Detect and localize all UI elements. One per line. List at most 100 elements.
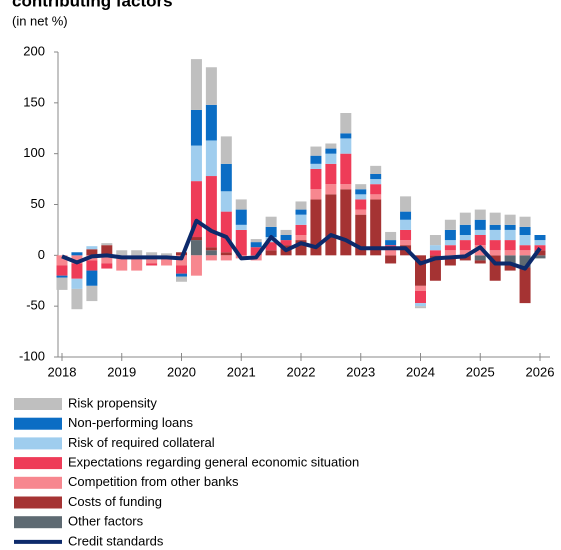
x-tick-label: 2026 xyxy=(526,364,555,379)
bar-segment xyxy=(146,263,158,266)
bar-segment xyxy=(250,247,262,256)
bar-segment xyxy=(265,242,277,251)
bar-segment xyxy=(415,255,426,286)
bar-segment xyxy=(504,229,516,241)
bar-segment xyxy=(519,235,531,246)
bar-segment xyxy=(385,231,397,241)
bar-segment xyxy=(86,285,98,302)
bar-segment xyxy=(310,189,322,200)
legend-swatch xyxy=(14,476,62,489)
bar-segment xyxy=(400,240,412,246)
bar-segment xyxy=(444,245,456,251)
bar-segment xyxy=(310,155,322,164)
x-tick-label: 2022 xyxy=(287,364,316,379)
bar-segment xyxy=(504,224,516,230)
bar-segment xyxy=(190,255,202,276)
bar-segment xyxy=(205,140,217,177)
bar-segment xyxy=(325,184,337,195)
bar-segment xyxy=(519,226,531,235)
bar-segment xyxy=(190,240,202,256)
bar-segment xyxy=(444,255,456,266)
bar-segment xyxy=(190,145,202,182)
bar-segment xyxy=(220,211,232,253)
bar-segment xyxy=(489,224,501,230)
bar-segment xyxy=(519,245,531,251)
bar-segment xyxy=(295,224,307,235)
chart-title: contributing factors xyxy=(12,0,173,10)
bar-segment xyxy=(415,303,426,307)
bar-segment xyxy=(355,214,367,256)
bar-segment xyxy=(295,240,307,256)
legend-label: Costs of funding xyxy=(68,494,162,509)
y-tick-label: 50 xyxy=(31,196,45,211)
y-tick-label: 100 xyxy=(23,145,45,160)
bar-segment xyxy=(101,263,113,269)
bar-segment xyxy=(474,219,486,230)
bar-segment xyxy=(131,255,143,271)
legend-swatch xyxy=(14,457,62,470)
bar-segment xyxy=(190,59,202,110)
bar-segment xyxy=(86,246,98,250)
x-tick-label: 2019 xyxy=(107,364,136,379)
bar-segment xyxy=(400,219,412,230)
bar-segment xyxy=(205,250,217,256)
bar-segment xyxy=(220,163,232,192)
bar-segment xyxy=(474,245,486,256)
bar-segment xyxy=(355,209,367,215)
bar-segment xyxy=(355,189,367,195)
bar-segment xyxy=(250,242,262,248)
bar-segment xyxy=(340,189,352,256)
bar-segment xyxy=(459,212,471,225)
bar-segment xyxy=(415,306,426,309)
y-tick-label: 0 xyxy=(38,247,45,262)
bar-segment xyxy=(101,255,113,264)
bar-segment xyxy=(71,288,83,310)
legend-label: Other factors xyxy=(68,514,144,529)
bar-segment xyxy=(71,252,83,256)
bar-segment xyxy=(370,184,382,195)
bar-segment xyxy=(474,209,486,220)
bar-segment xyxy=(370,174,382,180)
legend-swatch xyxy=(14,496,62,509)
bar-segment xyxy=(370,194,382,200)
bar-segment xyxy=(534,245,546,251)
bar-segment xyxy=(56,277,68,290)
bar-segment xyxy=(220,191,232,212)
bar-segment xyxy=(161,253,173,256)
x-tick-label: 2025 xyxy=(466,364,495,379)
bar-segment xyxy=(474,255,486,261)
bar-segment xyxy=(176,265,187,274)
bar-segment xyxy=(101,245,113,256)
bar-segment xyxy=(459,240,471,251)
bar-segment xyxy=(205,176,217,248)
bar-segment xyxy=(265,216,277,227)
bar-segment xyxy=(325,143,337,149)
bar-segment xyxy=(489,240,501,251)
bar-segment xyxy=(146,252,158,256)
bar-segment xyxy=(519,255,531,268)
bar-segment xyxy=(429,235,441,246)
bar-segment xyxy=(310,168,322,190)
bar-segment xyxy=(86,270,98,286)
bar-segment xyxy=(86,260,98,271)
bar-segment xyxy=(235,209,247,225)
bar-segment xyxy=(459,224,471,235)
bar-segment xyxy=(355,194,367,200)
bar-segment xyxy=(474,235,486,246)
bar-segment xyxy=(325,153,337,164)
bar-segment xyxy=(444,219,456,230)
bar-segment xyxy=(459,250,471,256)
bar-segment xyxy=(71,263,83,279)
legend-label: Risk propensity xyxy=(68,395,157,410)
bar-segment xyxy=(370,199,382,256)
x-tick-label: 2023 xyxy=(346,364,375,379)
y-tick-label: 150 xyxy=(23,94,45,109)
bar-segment xyxy=(265,250,277,256)
bar-segment xyxy=(459,235,471,241)
bar-segment xyxy=(429,255,441,281)
bar-segment xyxy=(355,199,367,210)
bar-segment xyxy=(340,133,352,139)
bar-segment xyxy=(489,250,501,256)
legend-swatch xyxy=(14,516,62,529)
bar-segment xyxy=(534,235,546,241)
